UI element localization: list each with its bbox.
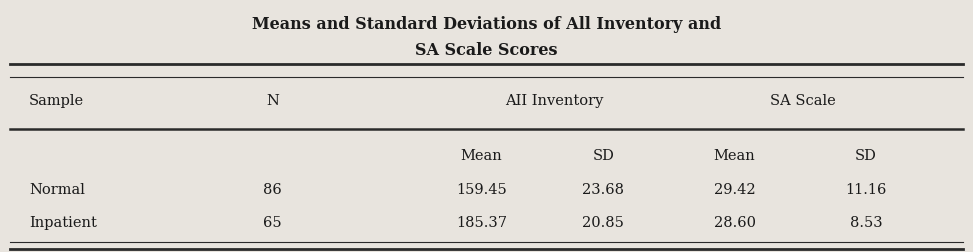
Text: Inpatient: Inpatient [29, 216, 97, 230]
Text: Mean: Mean [461, 149, 502, 163]
Text: Means and Standard Deviations of All Inventory and: Means and Standard Deviations of All Inv… [252, 16, 721, 33]
Text: SA Scale: SA Scale [770, 94, 836, 108]
Text: 86: 86 [263, 183, 282, 197]
Text: 20.85: 20.85 [582, 216, 625, 230]
Text: N: N [266, 94, 279, 108]
Text: Mean: Mean [714, 149, 755, 163]
Text: 29.42: 29.42 [714, 183, 755, 197]
Text: 11.16: 11.16 [846, 183, 886, 197]
Text: SA Scale Scores: SA Scale Scores [415, 42, 558, 58]
Text: Sample: Sample [29, 94, 85, 108]
Text: 28.60: 28.60 [713, 216, 756, 230]
Text: 65: 65 [263, 216, 282, 230]
Text: SD: SD [855, 149, 877, 163]
Text: 159.45: 159.45 [456, 183, 507, 197]
Text: 23.68: 23.68 [582, 183, 625, 197]
Text: 8.53: 8.53 [849, 216, 883, 230]
Text: AII Inventory: AII Inventory [505, 94, 604, 108]
Text: 185.37: 185.37 [456, 216, 507, 230]
Text: SD: SD [593, 149, 614, 163]
Text: Normal: Normal [29, 183, 85, 197]
